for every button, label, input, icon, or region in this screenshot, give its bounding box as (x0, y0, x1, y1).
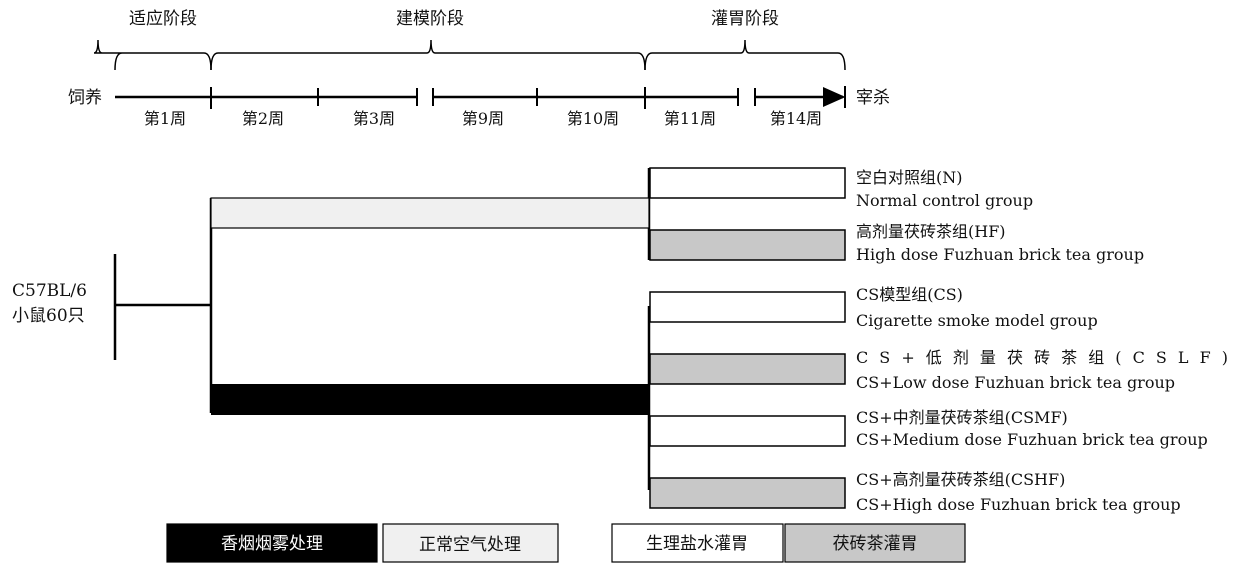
group-label-en: Normal control group (856, 191, 1033, 210)
group-label-en: High dose Fuzhuan brick tea group (856, 245, 1144, 264)
group-label-cn: CS+低剂量茯砖茶组(CSLF) (856, 348, 1228, 367)
group-box-hf (649, 229, 846, 261)
group-box-n (649, 167, 846, 199)
phase-label-gavage: 灌胃阶段 (711, 9, 779, 29)
week-label: 第14周 (770, 109, 822, 128)
group-label-cn: CS+高剂量茯砖茶组(CSHF) (856, 470, 1065, 489)
week-label: 第9周 (462, 109, 504, 128)
legend-swatch-saline (611, 523, 784, 563)
legend-label-tea: 茯砖茶灌胃 (833, 534, 918, 554)
phase-label-adaptation: 适应阶段 (129, 9, 197, 29)
group-box-cs (649, 291, 846, 323)
brace-adaptation (93, 39, 212, 71)
week-label: 第10周 (567, 109, 619, 128)
group-label-cn: CS模型组(CS) (856, 285, 963, 304)
week-label: 第3周 (353, 109, 395, 128)
brace-gavage (644, 39, 846, 71)
subject-strain: C57BL/6 (12, 281, 87, 301)
timeline-ticks (210, 86, 846, 109)
group-label-en: CS+Low dose Fuzhuan brick tea group (856, 373, 1175, 392)
group-label-cn: 高剂量茯砖茶组(HF) (856, 222, 1006, 241)
legend-swatch-air (382, 523, 559, 563)
week-label: 第1周 (144, 109, 186, 128)
group-label-en: CS+Medium dose Fuzhuan brick tea group (856, 430, 1208, 449)
legend-label-smoke: 香烟烟雾处理 (221, 534, 323, 554)
normal-air-bar (210, 197, 650, 229)
legend-label-air: 正常空气处理 (419, 535, 521, 555)
timeline-end-label: 宰杀 (856, 88, 890, 108)
subject-count: 小鼠60只 (12, 306, 85, 326)
timeline-start-label: 饲养 (68, 88, 102, 108)
group-box-csmf (649, 415, 846, 447)
group-box-cslf (649, 353, 846, 385)
group-label-en: Cigarette smoke model group (856, 311, 1098, 330)
group-box-cshf (649, 477, 846, 509)
group-label-cn: CS+中剂量茯砖茶组(CSMF) (856, 408, 1068, 427)
legend-swatch-tea (784, 523, 966, 563)
week-label: 第2周 (242, 109, 284, 128)
cigarette-smoke-bar (211, 384, 649, 415)
legend-swatch-smoke (166, 523, 378, 563)
week-label: 第11周 (664, 109, 716, 128)
legend-label-saline: 生理盐水灌胃 (646, 534, 748, 554)
phase-label-modeling: 建模阶段 (396, 9, 464, 29)
group-label-en: CS+High dose Fuzhuan brick tea group (856, 495, 1181, 514)
brace-modeling (210, 39, 646, 71)
group-label-cn: 空白对照组(N) (856, 168, 963, 187)
